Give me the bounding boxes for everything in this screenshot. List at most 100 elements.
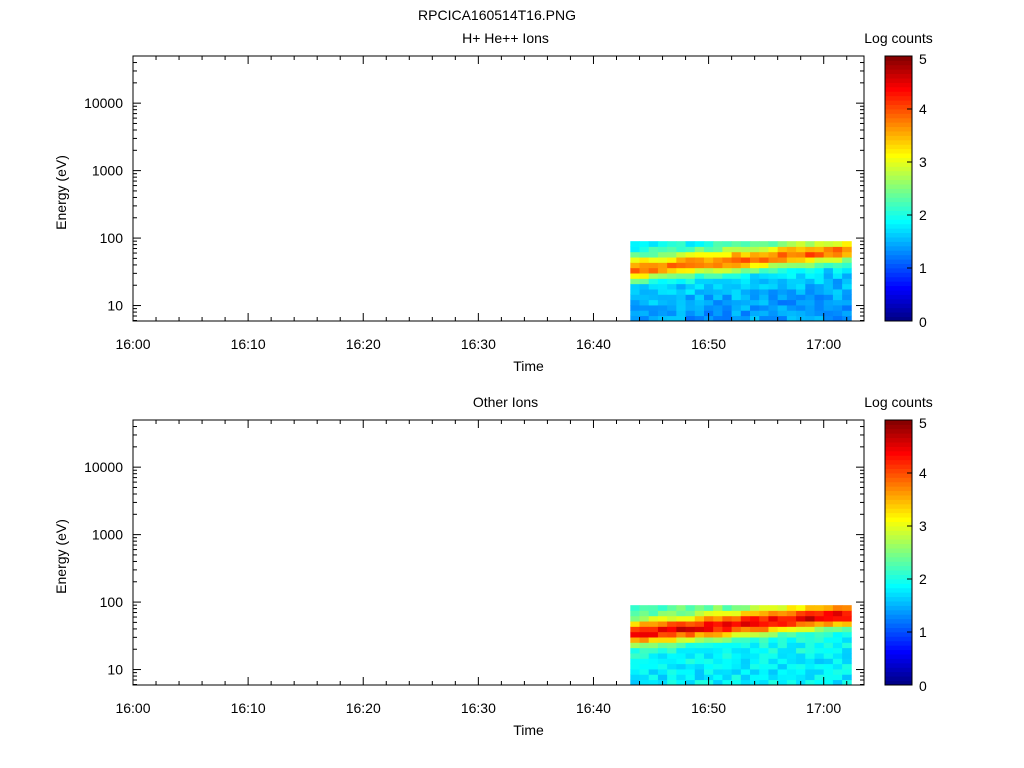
data-cell	[722, 653, 733, 659]
x-tick-label: 16:20	[346, 336, 381, 352]
colorbar-step	[885, 307, 912, 313]
data-cell	[740, 653, 751, 659]
data-cell	[759, 615, 769, 622]
data-cell	[768, 658, 779, 665]
data-cell	[731, 294, 742, 301]
data-cell	[703, 615, 714, 622]
colorbar-tick-label: 1	[919, 624, 927, 640]
data-cell	[657, 626, 668, 633]
x-tick-label: 16:50	[691, 700, 726, 716]
data-cell	[667, 653, 677, 659]
data-cell	[740, 642, 751, 649]
data-cell	[722, 679, 733, 686]
data-cell	[648, 663, 659, 670]
data-cell	[768, 679, 779, 686]
data-cell	[630, 631, 640, 638]
data-cell	[694, 631, 705, 638]
data-cell	[639, 273, 650, 279]
data-cell	[694, 278, 705, 285]
data-cell	[731, 658, 742, 665]
colorbar-step	[885, 481, 912, 487]
data-cell	[713, 305, 723, 311]
data-cell	[713, 631, 723, 638]
data-cell	[648, 674, 659, 681]
data-cell	[694, 257, 705, 263]
data-cell	[703, 289, 714, 295]
plot-frame	[132, 419, 865, 686]
data-cell	[805, 663, 815, 670]
data-cell	[759, 610, 769, 617]
data-cell	[667, 631, 677, 638]
data-cell	[639, 626, 650, 633]
colorbar-step	[885, 534, 912, 540]
data-cell	[750, 658, 760, 665]
data-cell	[814, 310, 825, 317]
data-cell	[796, 647, 806, 654]
data-cell	[657, 621, 668, 627]
data-cell	[713, 289, 723, 295]
data-cell	[685, 642, 696, 649]
data-cell	[814, 615, 825, 622]
data-cell	[657, 278, 668, 285]
data-cell	[667, 669, 677, 675]
data-cell	[676, 310, 686, 317]
data-cell	[786, 310, 797, 317]
data-cell	[731, 653, 742, 659]
data-cell	[694, 621, 705, 627]
data-cell	[703, 257, 714, 263]
data-cell	[832, 626, 843, 633]
data-cell	[639, 637, 650, 643]
data-cell	[740, 273, 751, 279]
data-cell	[805, 241, 815, 247]
data-cell	[777, 679, 788, 686]
data-cell	[630, 315, 640, 322]
colorbar-step	[885, 658, 912, 664]
data-cell	[786, 289, 797, 295]
data-cell	[740, 637, 751, 643]
data-cell	[667, 283, 677, 290]
colorbar-step	[885, 609, 912, 615]
data-cell	[685, 278, 696, 285]
data-cell	[703, 642, 714, 649]
data-cell	[814, 663, 825, 670]
data-cell	[786, 615, 797, 622]
colorbar-tick-label: 2	[919, 207, 927, 223]
data-cell	[777, 674, 788, 681]
colorbar-step	[885, 170, 912, 176]
data-cell	[667, 615, 677, 622]
data-cell	[713, 653, 723, 659]
data-cell	[703, 631, 714, 638]
data-cell	[694, 273, 705, 279]
data-cell	[740, 294, 751, 301]
data-cell	[731, 299, 742, 306]
data-cell	[657, 267, 668, 274]
data-cell	[740, 626, 751, 633]
data-cell	[768, 305, 779, 311]
x-tick-label: 16:40	[576, 336, 611, 352]
data-cell	[842, 605, 852, 611]
colorbar-step	[885, 632, 912, 637]
data-cell	[768, 610, 779, 617]
data-cell	[814, 278, 825, 285]
data-cell	[842, 610, 852, 617]
data-cell	[823, 615, 834, 622]
data-cell	[676, 294, 686, 301]
colorbar-step	[885, 424, 912, 430]
data-cell	[842, 257, 852, 263]
data-cell	[713, 283, 723, 290]
data-cell	[648, 273, 659, 279]
data-cell	[823, 289, 834, 295]
data-cell	[805, 262, 815, 269]
data-cell	[786, 637, 797, 643]
colorbar-step	[885, 556, 912, 562]
data-cell	[722, 663, 733, 670]
data-cell	[823, 262, 834, 269]
data-cell	[639, 294, 650, 301]
data-cell	[713, 310, 723, 317]
data-cell	[805, 305, 815, 311]
data-cell	[648, 610, 659, 617]
data-cell	[750, 251, 760, 258]
data-cell	[722, 273, 733, 279]
data-cell	[805, 267, 815, 274]
data-cell	[648, 653, 659, 659]
